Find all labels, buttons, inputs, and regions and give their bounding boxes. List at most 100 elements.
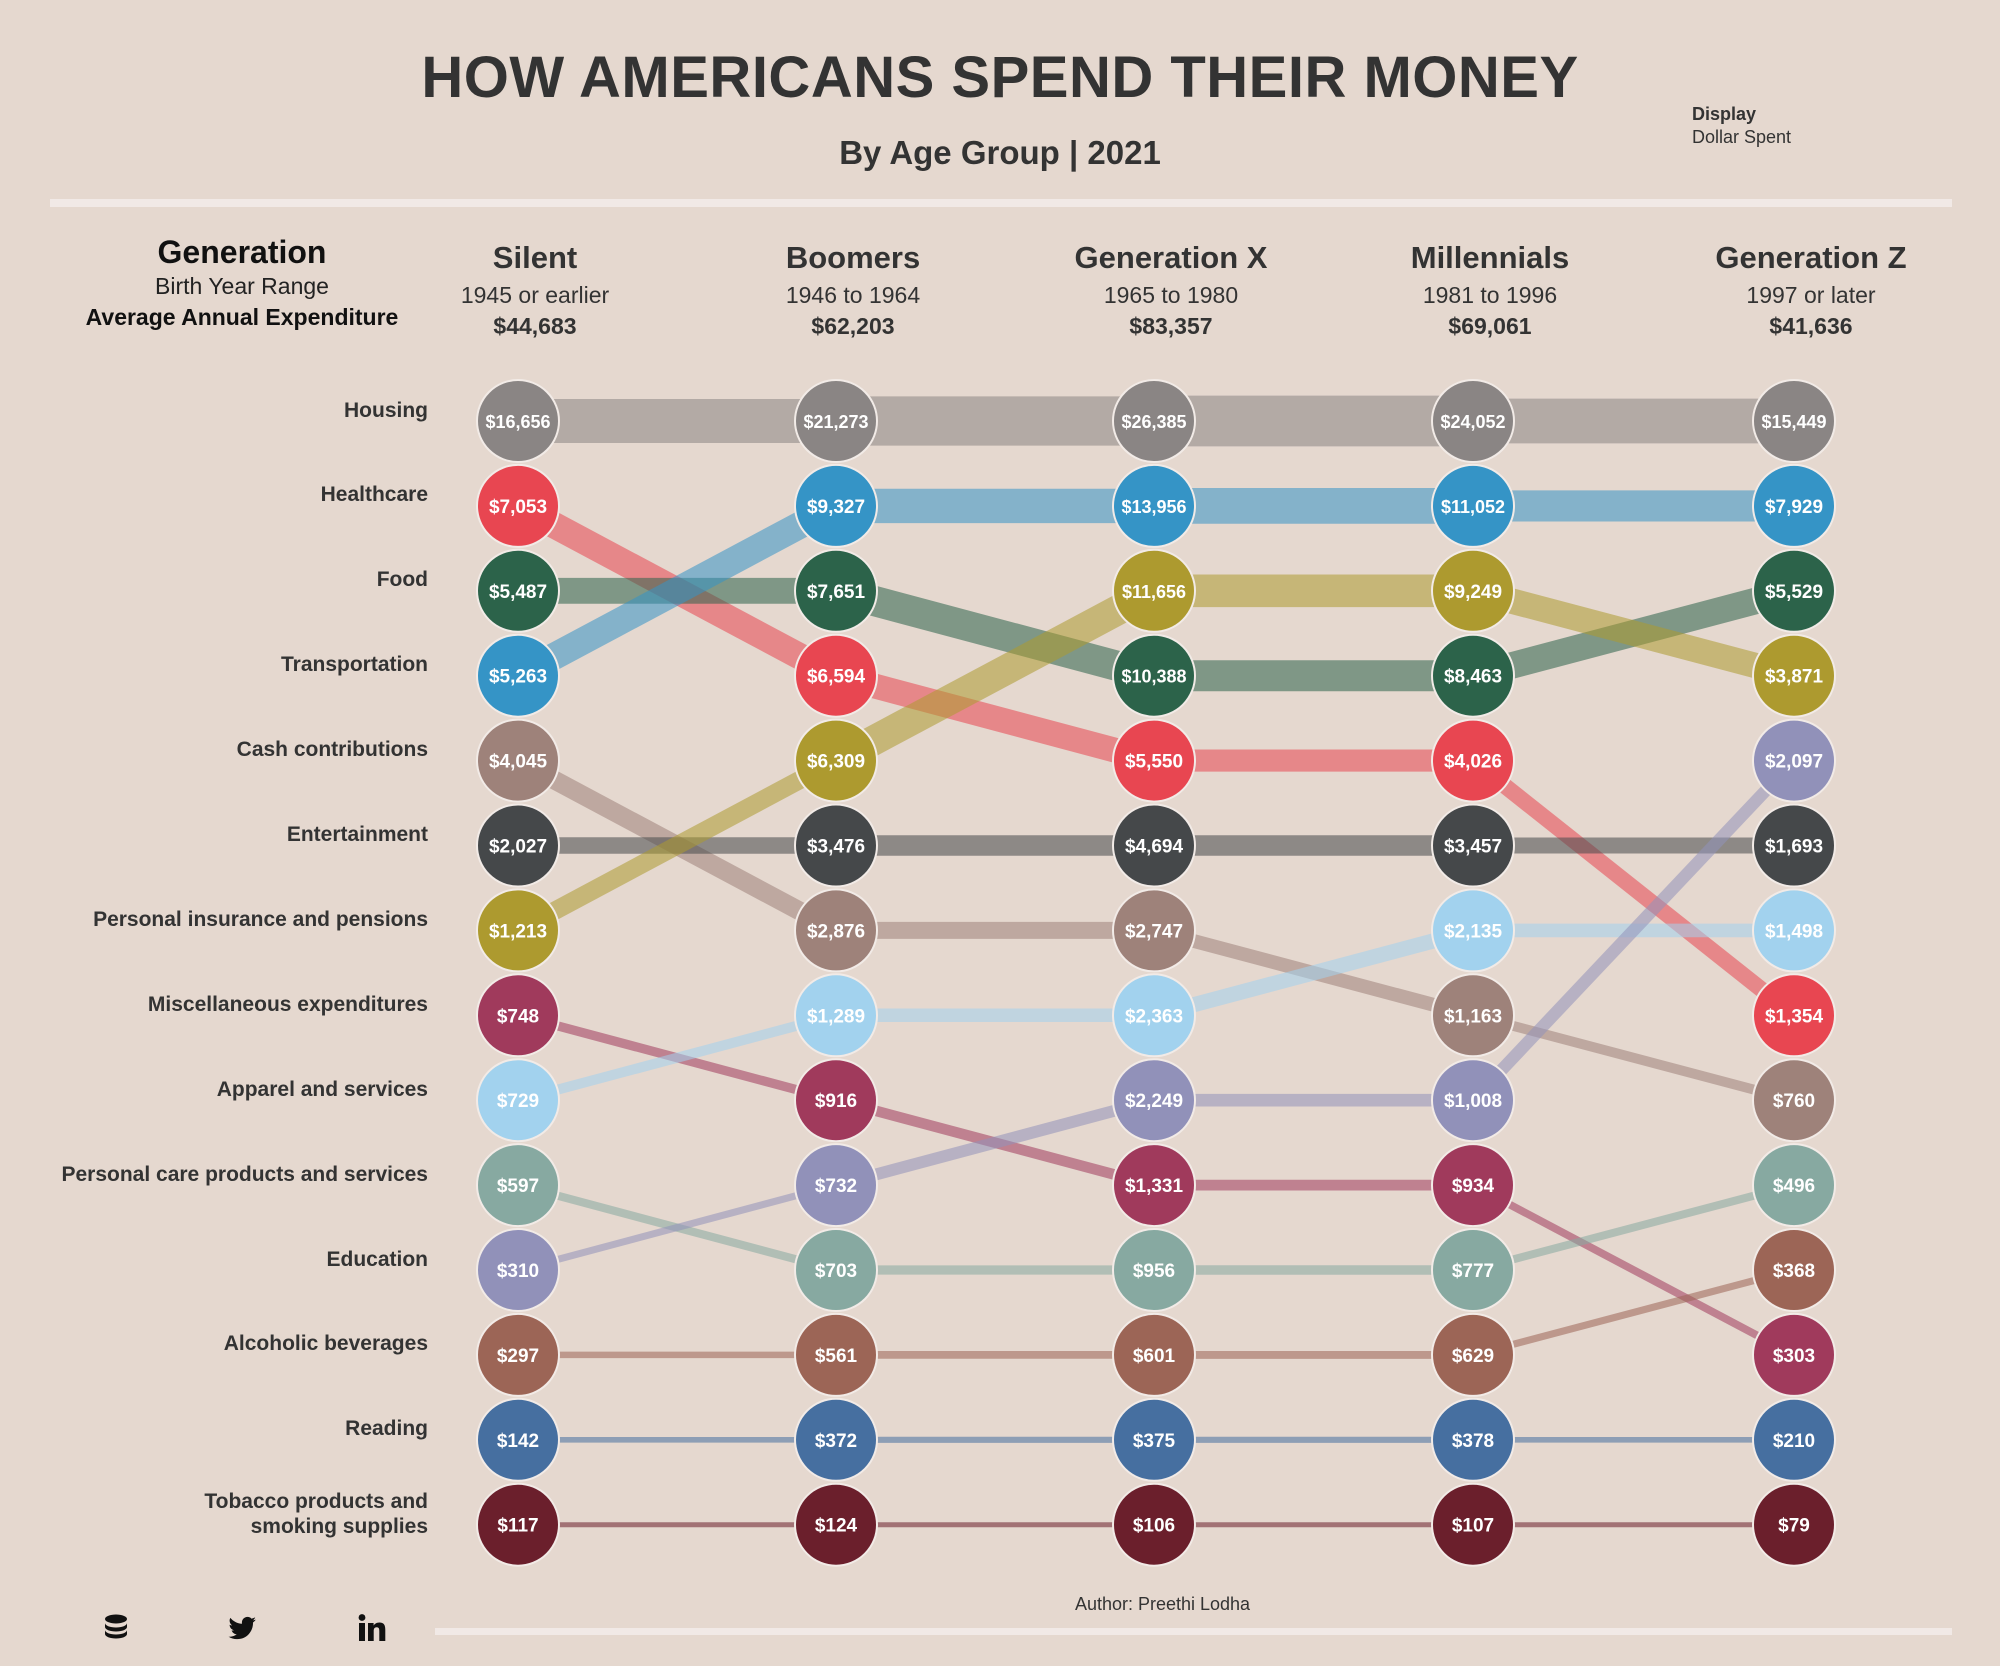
value-node[interactable]: [1431, 718, 1515, 803]
display-value[interactable]: Dollar Spent: [1692, 127, 1792, 147]
value-node[interactable]: [1112, 463, 1196, 548]
generation-range: 1946 to 1964: [785, 282, 921, 308]
value-label: $956: [1133, 1261, 1175, 1282]
value-node[interactable]: [794, 1482, 878, 1567]
value-node[interactable]: [1431, 1482, 1515, 1567]
value-node[interactable]: [794, 1228, 878, 1312]
value-node[interactable]: [1431, 633, 1515, 718]
value-node[interactable]: [476, 718, 560, 803]
value-node[interactable]: [794, 888, 878, 973]
value-node[interactable]: [1752, 1312, 1836, 1397]
category-band: [828, 577, 1162, 774]
value-node[interactable]: [476, 1143, 560, 1228]
category-label: Miscellaneous expenditures: [147, 992, 428, 1016]
generation-avg-spend: $62,203: [811, 313, 895, 339]
generation-avg-spend: $83,357: [1129, 313, 1213, 339]
database-icon[interactable]: [100, 1612, 132, 1644]
value-node[interactable]: [1752, 718, 1836, 803]
linkedin-icon[interactable]: [356, 1612, 388, 1644]
value-node[interactable]: [794, 803, 878, 888]
value-node[interactable]: [794, 379, 878, 463]
value-node[interactable]: [476, 548, 560, 633]
value-node[interactable]: [1112, 803, 1196, 888]
value-node[interactable]: [1752, 973, 1836, 1058]
value-node[interactable]: [1431, 803, 1515, 888]
value-node[interactable]: [476, 1228, 560, 1312]
value-node[interactable]: [794, 718, 878, 803]
value-node[interactable]: [1752, 803, 1836, 888]
value-node[interactable]: [1112, 1482, 1196, 1567]
value-node[interactable]: [1752, 1058, 1836, 1143]
value-node[interactable]: [1431, 1228, 1515, 1312]
value-node[interactable]: [1431, 548, 1515, 633]
value-node[interactable]: [794, 1312, 878, 1397]
value-node[interactable]: [1752, 1228, 1836, 1312]
value-node[interactable]: [476, 973, 560, 1058]
value-label: $5,550: [1125, 752, 1183, 773]
category-band: [1469, 578, 1798, 688]
display-selector[interactable]: Display Dollar Spent: [1692, 104, 1791, 148]
value-label: $1,354: [1765, 1006, 1824, 1027]
value-node[interactable]: [476, 633, 560, 718]
value-node[interactable]: [1112, 1312, 1196, 1397]
value-node[interactable]: [476, 1482, 560, 1567]
value-node[interactable]: [1752, 548, 1836, 633]
value-node[interactable]: [794, 633, 878, 718]
value-node[interactable]: [1752, 1482, 1836, 1567]
value-node[interactable]: [1752, 379, 1836, 463]
value-node[interactable]: [476, 1058, 560, 1143]
value-node[interactable]: [1112, 718, 1196, 803]
value-label: $4,026: [1444, 752, 1502, 773]
value-node[interactable]: [1752, 633, 1836, 718]
value-label: $210: [1773, 1431, 1815, 1452]
value-node[interactable]: [1752, 463, 1836, 548]
value-node[interactable]: [1112, 1143, 1196, 1228]
twitter-icon[interactable]: [226, 1612, 258, 1644]
value-label: $106: [1133, 1516, 1175, 1537]
category-label: Alcoholic beverages: [223, 1332, 428, 1356]
value-node[interactable]: [1112, 1228, 1196, 1312]
value-node[interactable]: [1112, 548, 1196, 633]
value-label: $2,249: [1125, 1091, 1183, 1112]
generation-name: Boomers: [785, 240, 921, 275]
value-node[interactable]: [794, 973, 878, 1058]
value-node[interactable]: [794, 1143, 878, 1228]
value-node[interactable]: [1752, 1143, 1836, 1228]
value-node[interactable]: [1112, 973, 1196, 1058]
category-band: [832, 576, 1158, 691]
value-label: $11,656: [1122, 582, 1186, 602]
value-label: $15,449: [1761, 412, 1826, 432]
row-header-title: Generation: [157, 234, 327, 270]
value-node[interactable]: [1112, 1058, 1196, 1143]
value-node[interactable]: [1112, 1397, 1196, 1482]
value-node[interactable]: [476, 1397, 560, 1482]
generation-header: Millennials 1981 to 1996 $69,061: [1330, 240, 1650, 340]
row-header-spend-label: Average Annual Expenditure: [85, 304, 399, 330]
value-node[interactable]: [1431, 1058, 1515, 1143]
value-node[interactable]: [1431, 973, 1515, 1058]
row-header: Generation Birth Year Range Average Annu…: [60, 234, 424, 331]
value-node[interactable]: [1431, 1143, 1515, 1228]
value-node[interactable]: [476, 803, 560, 888]
value-node[interactable]: [794, 1397, 878, 1482]
value-node[interactable]: [476, 463, 560, 548]
value-node[interactable]: [1431, 1397, 1515, 1482]
value-node[interactable]: [1431, 463, 1515, 548]
value-node[interactable]: [794, 463, 878, 548]
value-node[interactable]: [1431, 888, 1515, 973]
value-node[interactable]: [476, 379, 560, 463]
value-label: $3,457: [1444, 837, 1502, 858]
value-node[interactable]: [1431, 379, 1515, 463]
value-node[interactable]: [476, 1312, 560, 1397]
value-node[interactable]: [476, 888, 560, 973]
value-node[interactable]: [794, 1058, 878, 1143]
value-node[interactable]: [1112, 379, 1196, 463]
value-label: $3,476: [807, 837, 865, 858]
value-node[interactable]: [1752, 888, 1836, 973]
value-node[interactable]: [1752, 1397, 1836, 1482]
value-node[interactable]: [1112, 633, 1196, 718]
value-node[interactable]: [1112, 888, 1196, 973]
value-node[interactable]: [794, 548, 878, 633]
value-node[interactable]: [1431, 1312, 1515, 1397]
